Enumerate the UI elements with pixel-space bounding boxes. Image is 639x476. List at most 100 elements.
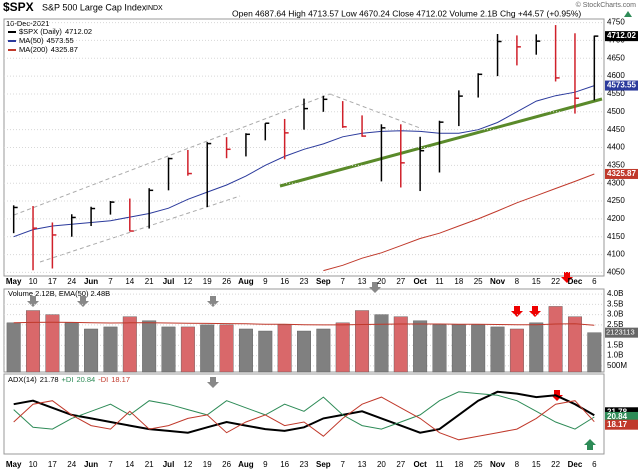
last-value-label: 2123113 xyxy=(606,328,635,337)
y-tick-label: 4150 xyxy=(607,232,625,241)
volume-bar xyxy=(316,328,331,373)
volume-bar xyxy=(587,332,602,373)
x-tick-label: Jun xyxy=(84,460,98,469)
y-tick-label: 500M xyxy=(607,361,627,370)
volume-bar xyxy=(335,322,350,373)
x-tick-label: 7 xyxy=(340,460,345,469)
last-value-box xyxy=(605,168,638,179)
y-tick-label: 4300 xyxy=(607,178,625,187)
legend-entry: MA(50) 4573.55 xyxy=(19,36,74,45)
x-tick-label: 7 xyxy=(108,277,113,286)
x-tick-label: 17 xyxy=(48,277,57,286)
arrow xyxy=(369,282,381,293)
moving-average xyxy=(13,85,595,238)
legend-value: 4712.02 xyxy=(65,27,92,36)
y-tick-label: 4100 xyxy=(607,250,625,259)
last-value-label: 4325.87 xyxy=(607,169,636,178)
y-tick-label: 4200 xyxy=(607,214,625,223)
y-tick-label: 4650 xyxy=(607,53,625,62)
y-tick-label: 4500 xyxy=(607,107,625,116)
x-tick-label: Aug xyxy=(238,460,254,469)
trend-line xyxy=(279,97,603,188)
y-tick-label: 1.0B xyxy=(607,351,623,360)
x-tick-label: Sep xyxy=(316,277,331,286)
y-tick-label: 3.5B xyxy=(607,299,623,308)
channel-line xyxy=(13,93,331,216)
y-tick-label: 4550 xyxy=(607,89,625,98)
arrow xyxy=(584,439,596,450)
volume-bar xyxy=(413,320,428,373)
quote: Open 4687.64 High 4713.57 Low 4670.24 Cl… xyxy=(232,8,581,18)
x-tick-label: 17 xyxy=(48,460,57,469)
y-tick-label: 4750 xyxy=(607,18,625,27)
x-tick-label: 25 xyxy=(474,460,483,469)
y-tick-label: 1.5B xyxy=(607,340,623,349)
x-tick-label: Oct xyxy=(413,460,427,469)
y-tick-label: 4350 xyxy=(607,160,625,169)
x-tick-label: 7 xyxy=(108,460,113,469)
x-tick-label: Jun xyxy=(84,277,98,286)
exchange: INDX xyxy=(146,5,163,12)
volume-bar xyxy=(122,316,137,373)
volume-bar xyxy=(84,328,99,373)
date: 10-Dec-2021 xyxy=(6,19,49,28)
indicator-line xyxy=(13,390,595,434)
legend-name: $SPX (Daily) xyxy=(19,27,62,36)
x-tick-label: Jul xyxy=(163,460,175,469)
legend-name: MA(50) xyxy=(19,36,44,45)
legend-name: MA(200) xyxy=(19,45,48,54)
legend-value: 4325.87 xyxy=(51,45,78,54)
last-value-label: 21.78 xyxy=(607,407,628,416)
x-tick-label: May xyxy=(6,277,22,286)
ema-line xyxy=(13,321,595,326)
x-tick-label: 19 xyxy=(203,277,212,286)
volume-bar xyxy=(355,310,370,373)
x-tick-label: 6 xyxy=(592,460,597,469)
x-tick-label: 15 xyxy=(532,460,541,469)
x-tick-label: 7 xyxy=(340,277,345,286)
chart-subtitle: S&P 500 Large Cap Index xyxy=(42,2,147,12)
arrow xyxy=(77,296,89,307)
adx-panel xyxy=(3,373,605,455)
x-tick-label: 22 xyxy=(551,460,560,469)
x-tick-label: Nov xyxy=(490,277,506,286)
source: © StockCharts.com xyxy=(576,1,637,9)
volume-bar xyxy=(238,328,253,373)
x-tick-label: Dec xyxy=(568,460,583,469)
last-value-label: 18.17 xyxy=(607,420,628,429)
channel-line xyxy=(329,93,421,129)
indicator-line xyxy=(13,391,595,430)
x-tick-label: 9 xyxy=(263,460,268,469)
arrow xyxy=(207,296,219,307)
volume-bar xyxy=(200,324,215,373)
x-tick-label: 16 xyxy=(280,460,289,469)
signal-arrows xyxy=(27,272,596,450)
y-tick-label: 3.0B xyxy=(607,310,623,319)
x-tick-label: 9 xyxy=(263,277,268,286)
x-tick-label: 21 xyxy=(145,277,154,286)
last-value-label: 20.84 xyxy=(607,412,628,421)
legend-name: -DI xyxy=(98,375,108,384)
arrow xyxy=(561,272,573,283)
volume-bar xyxy=(6,322,21,373)
volume-bar xyxy=(277,324,292,373)
volume-bar xyxy=(26,310,41,373)
last-value-label: 4712.02 xyxy=(607,31,636,40)
x-tick-label: 11 xyxy=(435,460,444,469)
x-tick-label: Dec xyxy=(568,277,583,286)
x-tick-label: 11 xyxy=(435,277,444,286)
x-tick-label: 12 xyxy=(183,460,192,469)
x-tick-label: 25 xyxy=(474,277,483,286)
legend-value: 21.78 xyxy=(40,375,59,384)
x-tick-label: 16 xyxy=(280,277,289,286)
y-tick-label: 4450 xyxy=(607,125,625,134)
legend-name: ADX(14) xyxy=(8,375,37,384)
indicator-line xyxy=(13,396,595,441)
x-tick-label: 23 xyxy=(300,277,309,286)
legend-entry: Volume 2.12B, EMA(50) 2.48B xyxy=(8,289,110,298)
volume-bar xyxy=(103,326,118,373)
volume-bar xyxy=(180,326,195,373)
x-tick-label: 8 xyxy=(515,277,520,286)
